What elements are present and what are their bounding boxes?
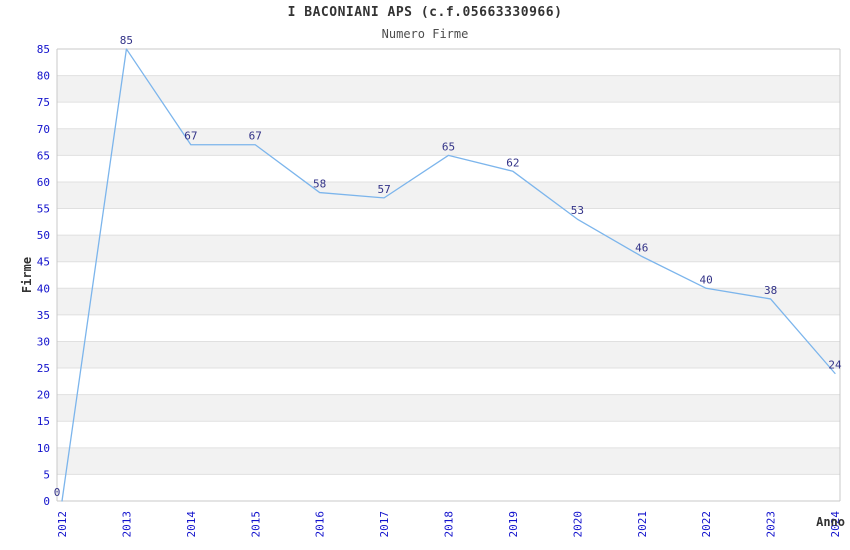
y-tick-label: 25 [37, 362, 50, 375]
y-tick-label: 20 [37, 389, 50, 402]
data-label: 53 [571, 204, 584, 217]
y-tick-label: 40 [37, 282, 50, 295]
y-tick-label: 0 [43, 495, 50, 508]
y-tick-label: 5 [43, 468, 50, 481]
y-tick-label: 65 [37, 149, 50, 162]
y-tick-label: 15 [37, 415, 50, 428]
x-tick-label: 2013 [120, 511, 133, 538]
plot-band [57, 75, 840, 103]
plot-band [57, 447, 840, 475]
plot-band [57, 128, 840, 156]
x-tick-label: 2015 [249, 511, 262, 538]
y-tick-label: 10 [37, 442, 50, 455]
data-label: 24 [828, 358, 842, 371]
plot-band [57, 181, 840, 209]
chart-subtitle: Numero Firme [381, 27, 469, 41]
x-tick-label: 2022 [700, 511, 713, 538]
data-label: 67 [249, 130, 262, 143]
plot-band [57, 394, 840, 422]
data-label: 67 [184, 130, 197, 143]
data-label: 58 [313, 178, 326, 191]
x-axis-title: Anno [816, 515, 845, 529]
data-label: 65 [442, 140, 455, 153]
y-tick-label: 55 [37, 203, 50, 216]
series-line [61, 48, 836, 502]
data-label: 62 [506, 156, 519, 169]
x-tick-label: 2018 [443, 511, 456, 538]
x-tick-label: 2020 [571, 511, 584, 538]
x-tick-label: 2014 [185, 511, 198, 538]
y-tick-label: 50 [37, 229, 50, 242]
data-label: 40 [700, 273, 713, 286]
x-tick-label: 2012 [56, 511, 69, 538]
x-tick-label: 2016 [314, 511, 327, 538]
plot-band [57, 288, 840, 315]
y-tick-label: 70 [37, 123, 50, 136]
x-tick-label: 2021 [636, 511, 649, 538]
data-label: 38 [764, 284, 777, 297]
data-label: 0 [54, 486, 61, 499]
plot-band [57, 235, 840, 262]
y-tick-label: 80 [37, 70, 50, 83]
y-tick-label: 75 [37, 96, 50, 109]
y-axis-title: Firme [20, 257, 34, 293]
plot-band [57, 341, 840, 369]
y-tick-label: 45 [37, 256, 50, 269]
chart-title: I BACONIANI APS (c.f.05663330966) [287, 5, 563, 20]
y-tick-label: 60 [37, 176, 50, 189]
y-tick-label: 35 [37, 309, 50, 322]
data-label: 85 [120, 34, 133, 47]
x-tick-label: 2019 [507, 511, 520, 538]
data-label: 57 [377, 183, 390, 196]
x-tick-label: 2023 [765, 511, 778, 538]
data-label: 46 [635, 241, 648, 254]
y-tick-label: 30 [37, 335, 50, 348]
y-tick-label: 85 [37, 43, 50, 56]
x-tick-label: 2024 [829, 511, 842, 538]
x-tick-label: 2017 [378, 511, 391, 538]
